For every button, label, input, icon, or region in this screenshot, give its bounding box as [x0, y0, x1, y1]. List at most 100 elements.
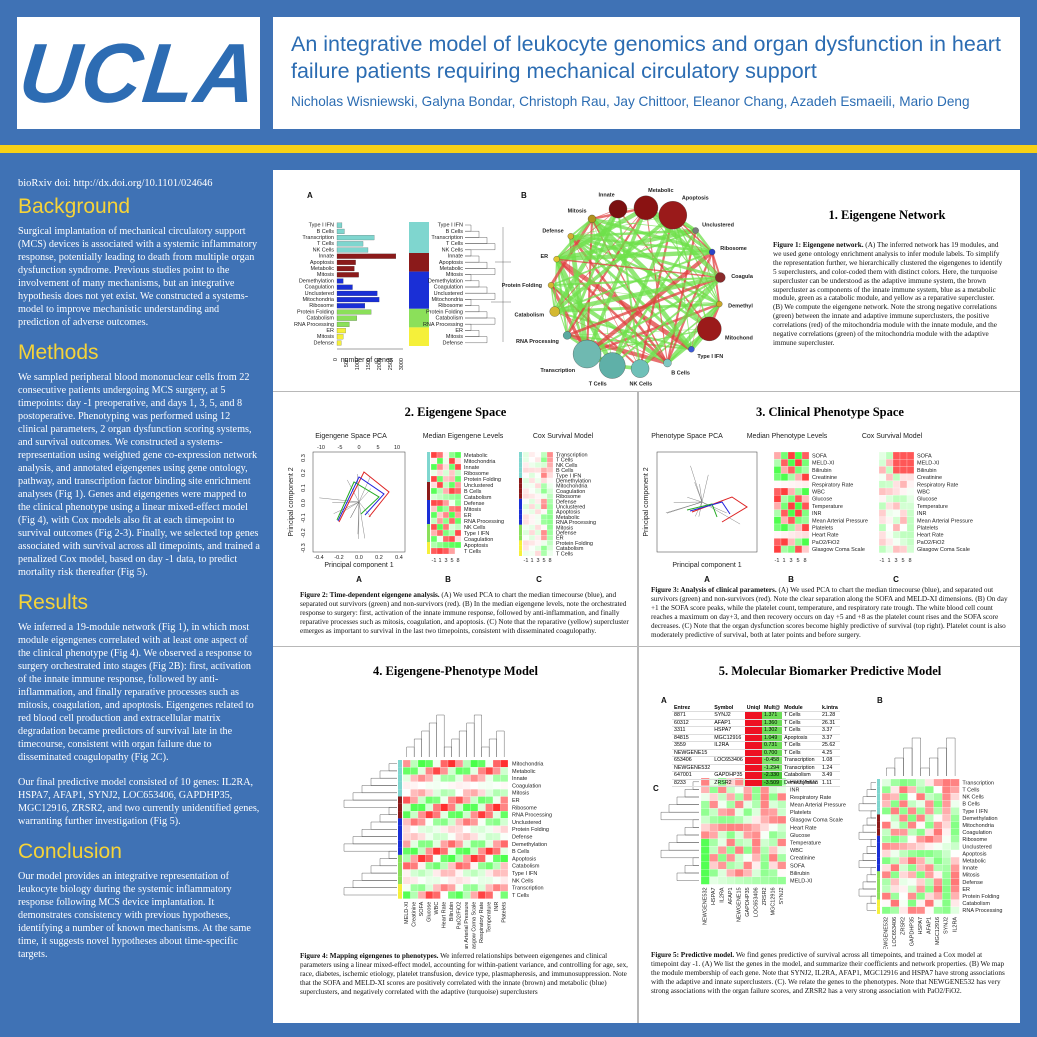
- gene-module-cell: [950, 835, 960, 844]
- eigengene-phenotype-cell: [447, 862, 456, 870]
- table-cell: [744, 779, 763, 787]
- table-cell: GAPDHP35: [712, 771, 745, 780]
- b-supercluster-strip: [877, 828, 880, 836]
- module-label: Apoptosis: [310, 260, 334, 266]
- phenotype-median-cell: [794, 459, 803, 467]
- gene-module-cell: [950, 892, 960, 900]
- gene-phenotype-cell: [751, 815, 761, 824]
- gene-module-cell: [916, 892, 926, 900]
- gene-module-cell: [907, 864, 917, 872]
- eigengene-row-label: T Cells: [512, 893, 529, 899]
- title-box: An integrative model of leukocyte genomi…: [273, 17, 1020, 129]
- median-eigengene-strip: [427, 452, 430, 458]
- figure-3c-label: C: [893, 575, 899, 584]
- eigengene-phenotype-cell: [432, 759, 441, 768]
- phenotype-cox-cell: [899, 487, 908, 496]
- phenotype-col-label: INR: [494, 902, 500, 912]
- gene-module-cell: [899, 857, 908, 865]
- median-eigengene-cell: [430, 469, 438, 477]
- cox-eigengene-cell: [540, 550, 548, 557]
- pca-loading-arrow: [319, 497, 360, 503]
- cox-eigengene-cell: [534, 519, 542, 525]
- dendrogram-branch: [465, 286, 488, 294]
- b-row-dendrogram: [870, 895, 876, 904]
- pca-top-tick: -5: [338, 445, 343, 451]
- phenotype-cox-row-label: Temperature: [917, 504, 948, 510]
- eigengene-phenotype-cell: [417, 869, 426, 877]
- row-supercluster-strip: [398, 796, 402, 804]
- eigengene-phenotype-cell: [402, 884, 411, 892]
- eigengene-phenotype-cell: [500, 818, 509, 826]
- eigengene-phenotype-cell: [485, 862, 494, 870]
- b-col-label: GAPDHP35: [909, 917, 915, 946]
- module-label: NK Cells: [313, 247, 335, 253]
- phenotype-pca-title: Phenotype Space PCA: [651, 433, 723, 440]
- eigengene-phenotype-cell: [470, 884, 479, 892]
- gene-phenotype-cell: [768, 853, 778, 862]
- median-eigengene-cell: [448, 481, 456, 489]
- median-eigengene-cell: [430, 517, 438, 525]
- eigengene-phenotype-cell: [455, 876, 464, 885]
- eigengene-row-label: Ribosome: [512, 805, 537, 811]
- c-row-dendrogram: [684, 827, 699, 836]
- column-dendrogram: [436, 714, 445, 757]
- cox-eigengene-cell: [528, 477, 536, 484]
- phenotype-cox-cell: [892, 495, 901, 503]
- gene-module-cell: [924, 864, 934, 872]
- eigengene-phenotype-cell: [462, 811, 471, 819]
- eigengene-phenotype-cell: [432, 832, 441, 841]
- cox-time-tick: 8: [548, 558, 551, 564]
- phenotype-cox-cell: [899, 459, 908, 467]
- phenotype-cox-cell: [899, 473, 908, 481]
- gene-phenotype-cell: [734, 793, 744, 801]
- median-eigengene-strip: [427, 476, 430, 482]
- eigengene-phenotype-cell: [440, 818, 449, 826]
- median-eigengene-strip: [427, 536, 430, 542]
- pca-loading-arrow: [350, 501, 360, 518]
- gene-module-cell: [881, 814, 891, 822]
- eigengene-phenotype-cell: [440, 767, 449, 775]
- phenotype-cox-cell: [892, 459, 901, 467]
- phenotype-median-cell: [801, 466, 810, 474]
- module-bar: [336, 328, 346, 334]
- pca-x-tick: -0.2: [334, 555, 343, 561]
- eigengene-phenotype-cell: [417, 876, 426, 885]
- dendrogram-label: Innate: [448, 254, 463, 260]
- median-eigengene-cell: [448, 505, 456, 513]
- table-cell: 3.49: [819, 771, 840, 780]
- b-supercluster-strip: [877, 807, 880, 815]
- gene-module-cell: [916, 871, 926, 879]
- cox-row-label: RNA Processing: [556, 520, 596, 526]
- eigengene-row-label: NK Cells: [512, 878, 534, 884]
- gene-module-cell: [890, 892, 900, 900]
- c-row-label: Platelets: [790, 810, 811, 816]
- gene-module-cell: [899, 842, 908, 851]
- b-row-label: Innate: [962, 866, 977, 872]
- median-eigengene-strip: [427, 548, 430, 554]
- eigengene-phenotype-cell: [477, 818, 486, 826]
- doi-link[interactable]: bioRxiv doi: http://dx.doi.org/10.1101/0…: [18, 178, 213, 189]
- cox-eigengene-cell: [522, 519, 530, 525]
- phenotype-median-row-label: WBC: [812, 490, 825, 496]
- median-eigengene-cell: [448, 463, 456, 471]
- gene-phenotype-cell: [709, 846, 719, 855]
- eigengene-phenotype-cell: [410, 825, 419, 834]
- gene-phenotype-cell: [760, 853, 770, 862]
- gene-module-cell: [907, 878, 917, 886]
- median-eigengene-cell: [454, 517, 462, 525]
- eigengene-phenotype-cell: [485, 847, 494, 856]
- gene-module-cell: [950, 778, 960, 787]
- gene-phenotype-cell: [743, 831, 753, 839]
- eigengene-phenotype-cell: [470, 781, 479, 790]
- gene-module-cell: [907, 800, 917, 808]
- module-label: Protein Folding: [297, 309, 334, 315]
- phenotype-cox-cell: [878, 480, 887, 489]
- table-cell: Transcription: [782, 764, 820, 772]
- module-bar: [336, 222, 343, 228]
- network-node-label: Mitosis: [568, 208, 587, 214]
- phenotype-pca-y-label: Principal component 2: [643, 467, 650, 536]
- eigengene-phenotype-cell: [477, 876, 486, 885]
- median-eigengene-cell: [436, 523, 444, 531]
- table-cell: 4.25: [819, 749, 840, 757]
- dendrogram-branch: [465, 293, 496, 300]
